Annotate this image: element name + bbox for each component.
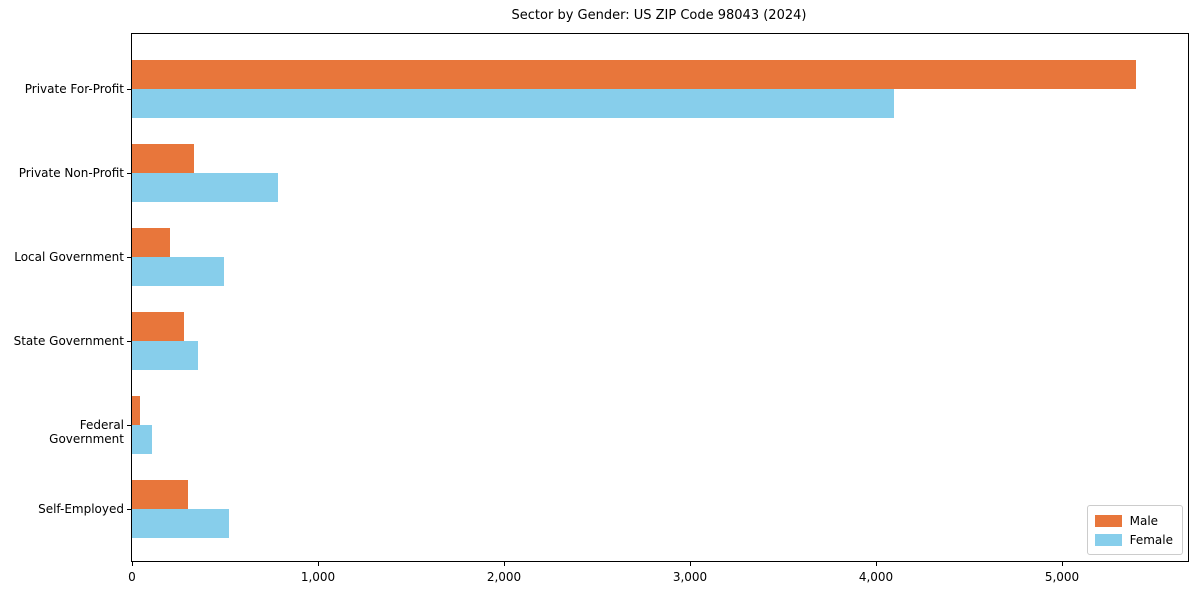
y-axis-tick (127, 257, 132, 258)
y-axis-label-local-government: Local Government (14, 250, 124, 264)
bar-female-federal-government (132, 425, 152, 454)
legend-swatch-female (1094, 533, 1122, 546)
x-axis-tick (690, 561, 691, 566)
y-axis-label-private-for-profit: Private For-Profit (24, 82, 124, 96)
x-axis-label-4-000: 4,000 (858, 570, 894, 584)
x-axis-tick (132, 561, 133, 566)
y-axis-tick (127, 509, 132, 510)
legend-label-female: Female (1129, 532, 1173, 547)
bar-female-self-employed (132, 509, 229, 538)
x-axis-tick (318, 561, 319, 566)
x-axis-tick (1062, 561, 1063, 566)
y-axis-tick (127, 425, 132, 426)
bar-male-private-for-profit (132, 60, 1136, 89)
y-axis-label-private-non-profit: Private Non-Profit (18, 166, 124, 180)
y-axis-label-federal-government: Federal Government (49, 418, 124, 446)
chart-title: Sector by Gender: US ZIP Code 98043 (202… (511, 8, 807, 23)
x-axis-label-3-000: 3,000 (672, 570, 708, 584)
bar-male-federal-government (132, 396, 140, 425)
y-axis-label-self-employed: Self-Employed (38, 502, 124, 516)
bar-female-state-government (132, 341, 198, 370)
legend-item-female: Female (1094, 530, 1173, 549)
x-axis-label-0: 0 (128, 570, 136, 584)
legend-item-male: Male (1094, 511, 1173, 530)
y-axis-label-state-government: State Government (13, 334, 124, 348)
plot-area: Private For-Profit Private Non-Profit Loca… (14, 33, 1189, 584)
x-axis-label-2-000: 2,000 (486, 570, 522, 584)
y-axis-tick (127, 173, 132, 174)
bar-male-self-employed (132, 480, 188, 509)
bar-male-state-government (132, 312, 184, 341)
bar-female-local-government (132, 257, 224, 286)
bar-female-private-for-profit (132, 89, 894, 118)
legend: Male Female (1086, 505, 1183, 555)
bar-female-private-non-profit (132, 173, 278, 202)
y-axis-tick (127, 89, 132, 90)
x-axis-tick (504, 561, 505, 566)
x-axis-label-1-000: 1,000 (300, 570, 336, 584)
y-axis-tick (127, 341, 132, 342)
legend-swatch-male (1094, 514, 1122, 527)
legend-label-male: Male (1129, 513, 1159, 528)
bar-male-local-government (132, 228, 170, 257)
bar-male-private-non-profit (132, 144, 194, 173)
x-axis-tick (876, 561, 877, 566)
x-axis-label-5-000: 5,000 (1044, 570, 1080, 584)
